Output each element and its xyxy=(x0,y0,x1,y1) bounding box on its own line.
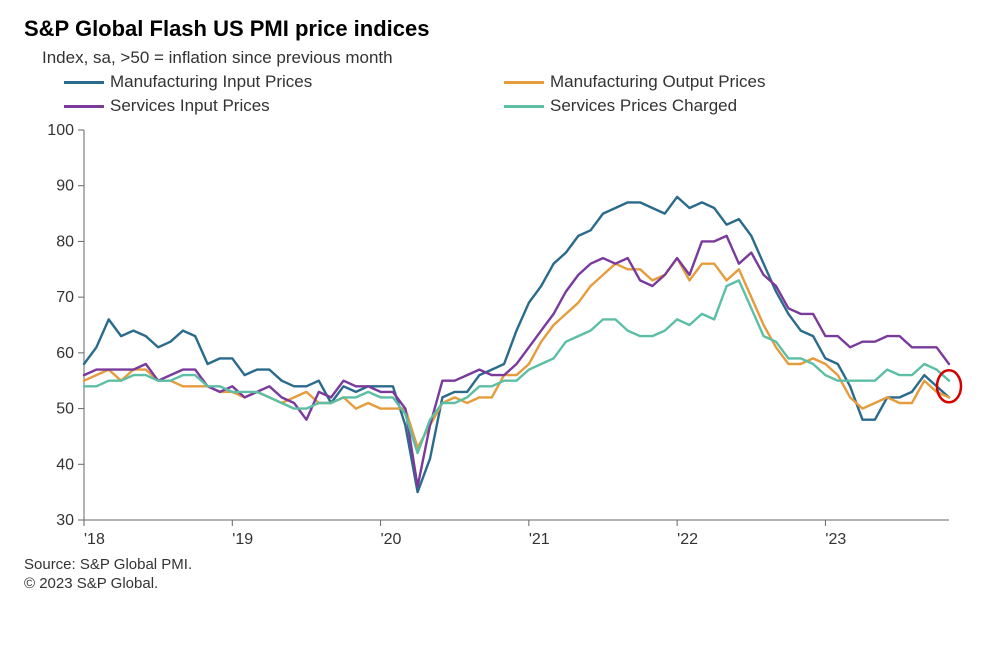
svg-text:70: 70 xyxy=(56,289,74,306)
legend-item: Manufacturing Output Prices xyxy=(504,72,944,92)
svg-text:'22: '22 xyxy=(677,531,698,548)
svg-text:'20: '20 xyxy=(381,531,402,548)
legend-label: Services Input Prices xyxy=(110,96,270,116)
legend-item: Services Input Prices xyxy=(64,96,504,116)
svg-text:60: 60 xyxy=(56,345,74,362)
svg-text:'23: '23 xyxy=(825,531,846,548)
legend-label: Manufacturing Output Prices xyxy=(550,72,765,92)
line-chart-svg: 30 40 50 60 70 80 90 100 '18 '19 '20 '21 '22 '23 xyxy=(24,120,969,550)
svg-text:'18: '18 xyxy=(84,531,105,548)
svg-text:100: 100 xyxy=(47,122,74,139)
chart-footer: Source: S&P Global PMI. © 2023 S&P Globa… xyxy=(24,556,969,592)
plot-area: 30 40 50 60 70 80 90 100 '18 '19 '20 '21 '22 '23 xyxy=(24,120,969,550)
legend-swatch xyxy=(504,105,544,108)
source-text: Source: S&P Global PMI. xyxy=(24,556,969,573)
legend-item: Services Prices Charged xyxy=(504,96,944,116)
svg-text:'21: '21 xyxy=(529,531,550,548)
svg-text:90: 90 xyxy=(56,178,74,195)
svg-text:'19: '19 xyxy=(232,531,253,548)
chart-title: S&P Global Flash US PMI price indices xyxy=(24,16,969,42)
legend-label: Services Prices Charged xyxy=(550,96,737,116)
copyright-text: © 2023 S&P Global. xyxy=(24,575,969,592)
chart-subtitle: Index, sa, >50 = inflation since previou… xyxy=(42,48,969,68)
svg-text:80: 80 xyxy=(56,233,74,250)
legend-swatch xyxy=(64,105,104,108)
legend: Manufacturing Input Prices Manufacturing … xyxy=(64,72,944,116)
svg-text:50: 50 xyxy=(56,401,74,418)
svg-text:30: 30 xyxy=(56,512,74,529)
chart-container: S&P Global Flash US PMI price indices In… xyxy=(0,0,993,647)
svg-text:40: 40 xyxy=(56,456,74,473)
legend-label: Manufacturing Input Prices xyxy=(110,72,312,92)
legend-item: Manufacturing Input Prices xyxy=(64,72,504,92)
legend-swatch xyxy=(64,81,104,84)
legend-swatch xyxy=(504,81,544,84)
